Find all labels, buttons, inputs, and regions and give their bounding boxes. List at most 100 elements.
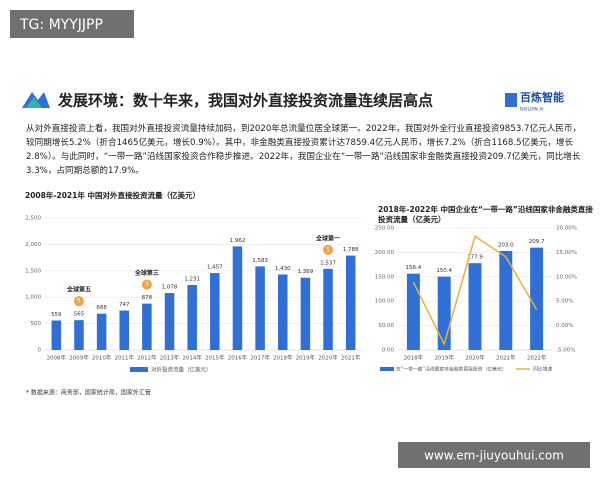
- bar: [96, 313, 107, 350]
- value-label: 1,962: [230, 238, 246, 244]
- value-label: 1,369: [298, 269, 314, 275]
- y-tick-label: 500: [31, 321, 42, 327]
- value-label: 1,430: [275, 266, 291, 272]
- annotation: 全球第五: [66, 286, 91, 294]
- x-tick-label: 2020年: [318, 354, 338, 362]
- bar: [74, 320, 84, 350]
- legend-label: 在“一带一路”沿线国家非金融类直接投资（亿美元）: [396, 366, 507, 373]
- x-tick-label: 2011年: [115, 354, 135, 362]
- x-tick-label: 2008年: [47, 354, 67, 362]
- value-label: 1,788: [343, 247, 359, 253]
- x-tick-label: 2017年: [250, 354, 270, 362]
- legend-label: 对外投资流量（亿美元）: [151, 366, 212, 374]
- y-tick-label: 2,500: [25, 216, 41, 222]
- x-tick-label: 2015年: [205, 354, 225, 362]
- source: * 数据来源：商务部，国家统计局，国家外汇管: [26, 389, 151, 397]
- y2-tick-label: 5.00%: [556, 299, 573, 305]
- legend-swatch: [130, 367, 148, 372]
- medal-number: 1: [326, 246, 330, 253]
- bar: [323, 268, 333, 350]
- annotation: 全球第三: [134, 269, 159, 277]
- y2-tick-label: 20.00%: [556, 226, 577, 232]
- value-label: 156.4: [406, 265, 422, 271]
- bar: [255, 266, 265, 350]
- x-tick-label: 2018年: [273, 354, 293, 362]
- x-tick-label: 2020年: [465, 354, 485, 362]
- medal: [73, 296, 84, 307]
- bar: [530, 247, 544, 350]
- watermark-box: [10, 10, 134, 38]
- site: www.em-jiuyouhui.com: [424, 449, 564, 463]
- value-label: 150.4: [436, 268, 452, 274]
- y-tick-label: 0.00: [382, 348, 395, 354]
- line: [412, 235, 538, 347]
- y-tick-label: 2,000: [25, 242, 41, 248]
- value-label: 559: [51, 312, 62, 318]
- value-label: 1,583: [252, 258, 268, 264]
- medal: [141, 279, 152, 290]
- y-tick-label: 50.00: [378, 323, 394, 329]
- bar: [277, 274, 288, 350]
- annotation: 全球第一: [315, 234, 340, 242]
- legend-swatch: [380, 367, 394, 371]
- watermark: TG: MYYJJPP: [19, 17, 103, 33]
- medal: [323, 244, 334, 255]
- bar: [232, 246, 243, 350]
- value-label: 1,537: [320, 260, 336, 266]
- y-tick-label: 250.00: [375, 226, 395, 232]
- bar: [406, 273, 420, 350]
- bar: [345, 255, 356, 350]
- bar: [119, 310, 130, 350]
- legend-label: 同比增速: [533, 366, 552, 373]
- logo-icon: [22, 92, 50, 108]
- y-tick-label: 150.00: [375, 274, 395, 280]
- bar: [210, 273, 220, 350]
- brand-sub: BAILIAN AI: [520, 107, 544, 113]
- x-tick-label: 2016年: [228, 354, 248, 362]
- y2-tick-label: -5.00%: [556, 348, 575, 354]
- bar: [187, 285, 197, 350]
- value-label: 747: [119, 302, 130, 308]
- medal-number: 5: [77, 298, 81, 305]
- bar: [300, 277, 311, 350]
- value-label: 565: [74, 312, 85, 318]
- value-label: 209.7: [529, 239, 545, 245]
- y2-tick-label: 0.00%: [556, 323, 573, 329]
- y-tick-label: 1,500: [25, 268, 41, 274]
- brand: 百炼智能: [520, 90, 564, 104]
- brand-icon: [505, 93, 517, 107]
- x-tick-label: 2022年: [527, 354, 547, 362]
- medal-number: 3: [145, 281, 149, 288]
- bar: [437, 276, 451, 350]
- x-tick-label: 2021年: [341, 354, 361, 362]
- bar: [468, 263, 482, 350]
- bar: [164, 293, 175, 350]
- chart-title: 2018年-2022年 中国企业在“一带一路”沿线国家非金融类直接投资流量（亿美…: [378, 204, 593, 224]
- value-label: 1,078: [162, 285, 178, 291]
- x-tick-label: 2010年: [92, 354, 112, 362]
- y-tick-label: 0: [38, 348, 42, 354]
- x-tick-label: 2019年: [296, 354, 316, 362]
- value-label: 688: [96, 305, 107, 311]
- x-tick-label: 2018年: [404, 354, 424, 362]
- value-label: 203.0: [498, 242, 514, 248]
- y-tick-label: 200.00: [375, 250, 395, 256]
- x-tick-label: 2014年: [182, 354, 202, 362]
- y-tick-label: 1,000: [25, 295, 41, 301]
- y2-tick-label: 15.00%: [556, 250, 577, 256]
- x-tick-label: 2013年: [160, 354, 180, 362]
- value-label: 177.9: [467, 255, 483, 261]
- y2-tick-label: 10.00%: [556, 274, 577, 280]
- bar: [142, 303, 152, 350]
- x-tick-label: 2019年: [434, 354, 454, 362]
- bar: [51, 320, 62, 350]
- value-label: 1,231: [184, 277, 200, 283]
- site-box: [398, 442, 590, 468]
- paragraph: 从对外直接投资上看，我国对外直接投资流量持续加码，到2020年总流量位居全球第一…: [26, 124, 582, 176]
- y-tick-label: 100.00: [375, 299, 395, 305]
- value-label: 878: [142, 295, 153, 301]
- chart-title: 2008年-2021年 中国对外直接投资流量（亿美元）: [25, 190, 200, 200]
